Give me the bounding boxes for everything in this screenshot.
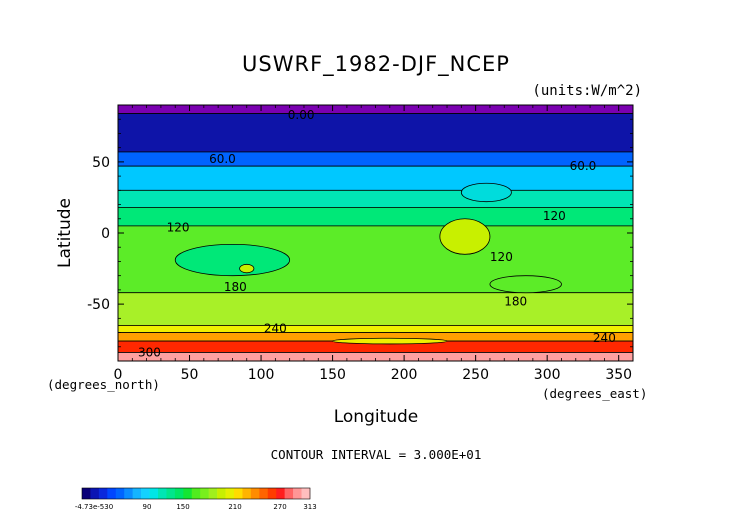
contour-label: 180 <box>504 294 527 308</box>
colorbar-tick-label: 90 <box>143 503 152 511</box>
field-band <box>118 165 633 191</box>
field-patch <box>174 243 291 277</box>
colorbar-cell <box>141 488 150 499</box>
y-axis-label: Latitude <box>55 198 75 268</box>
colorbar-cell <box>90 488 100 499</box>
colorbar-cell <box>115 488 125 499</box>
y-units-note: (degrees_north) <box>47 377 160 392</box>
x-tick-label: 100 <box>248 367 275 383</box>
field-band <box>118 292 633 326</box>
colorbar-cell <box>98 488 108 499</box>
y-tick-label: 0 <box>101 226 110 242</box>
colorbar-cell <box>293 488 302 499</box>
patch-layer <box>174 182 562 345</box>
colorbar-cell <box>82 488 91 499</box>
contour-label-layer: 0.00 60.0 60.0 120 120 120 180 180 240 240 300 <box>138 108 616 360</box>
colorbar-cell <box>301 488 311 499</box>
colorbar-cell <box>132 488 142 499</box>
contour-label: 0.00 <box>288 108 315 122</box>
colorbar-cell <box>276 488 285 499</box>
colorbar-cell <box>158 488 167 499</box>
field-patch <box>332 337 448 345</box>
colorbar-cell <box>217 488 226 499</box>
colorbar-tick-label: 270 <box>273 503 286 511</box>
field-patch <box>460 182 512 203</box>
colorbar-cell <box>284 488 294 499</box>
field-band <box>118 352 633 361</box>
colorbar-cell <box>208 488 218 499</box>
field-band <box>118 325 633 333</box>
field-patch <box>239 263 255 274</box>
field-patch <box>489 275 562 294</box>
colorbar-tick-label: -4.73e-530 <box>75 503 113 511</box>
x-tick-label: 300 <box>534 367 561 383</box>
contour-label: 240 <box>593 331 616 345</box>
colorbar-cell <box>250 488 260 499</box>
contour-label: 60.0 <box>570 159 597 173</box>
x-tick-label: 150 <box>319 367 346 383</box>
colorbar-tick-label: 150 <box>176 503 189 511</box>
field-patch <box>439 218 491 255</box>
x-units-note: (degrees_east) <box>542 386 647 401</box>
colorbar-frame <box>81 487 311 500</box>
colorbar: -4.73e-530 90 150 210 270 313 <box>75 487 317 511</box>
colorbar-cell <box>166 488 176 499</box>
colorbar-cell <box>259 488 269 499</box>
y-axis-ticks: 50 0 -50 <box>87 118 633 348</box>
x-axis-ticks: 0 50 100 150 200 250 300 350 <box>114 105 632 383</box>
y-tick-label: -50 <box>87 297 110 313</box>
chart-title: USWRF_1982-DJF_NCEP <box>242 52 510 77</box>
units-label: (units:W/m^2) <box>532 83 642 99</box>
contour-label: 120 <box>167 220 190 234</box>
contour-label: 300 <box>138 345 161 359</box>
colorbar-cell <box>200 488 209 499</box>
x-tick-label: 350 <box>605 367 632 383</box>
x-tick-label: 250 <box>462 367 489 383</box>
x-tick-label: 200 <box>391 367 418 383</box>
x-tick-label: 50 <box>181 367 199 383</box>
colorbar-cell <box>174 488 184 499</box>
colorbar-cell <box>267 488 277 499</box>
colorbar-cell <box>107 488 117 499</box>
x-axis-label: Longitude <box>334 407 419 427</box>
contour-label: 120 <box>543 209 566 223</box>
contour-label: 60.0 <box>209 152 236 166</box>
colorbar-cell <box>225 488 235 499</box>
contour-label: 120 <box>490 250 513 264</box>
colorbar-cell <box>149 488 159 499</box>
colorbar-cell <box>183 488 193 499</box>
field-band <box>118 189 633 208</box>
colorbar-tick-label: 313 <box>303 503 316 511</box>
contour-label: 180 <box>224 280 247 294</box>
colorbar-cell <box>191 488 201 499</box>
colorbar-cell <box>124 488 133 499</box>
field-band <box>118 113 633 153</box>
field-band <box>118 151 633 167</box>
colorbar-cell <box>234 488 243 499</box>
band-layer <box>118 105 633 361</box>
plot-area <box>118 105 633 361</box>
x-tick-label: 0 <box>114 367 123 383</box>
contour-label: 240 <box>264 321 287 335</box>
contour-interval-text: CONTOUR INTERVAL = 3.000E+01 <box>271 447 482 462</box>
y-tick-label: 50 <box>92 155 110 171</box>
colorbar-tick-label: 210 <box>228 503 241 511</box>
colorbar-cell <box>242 488 252 499</box>
